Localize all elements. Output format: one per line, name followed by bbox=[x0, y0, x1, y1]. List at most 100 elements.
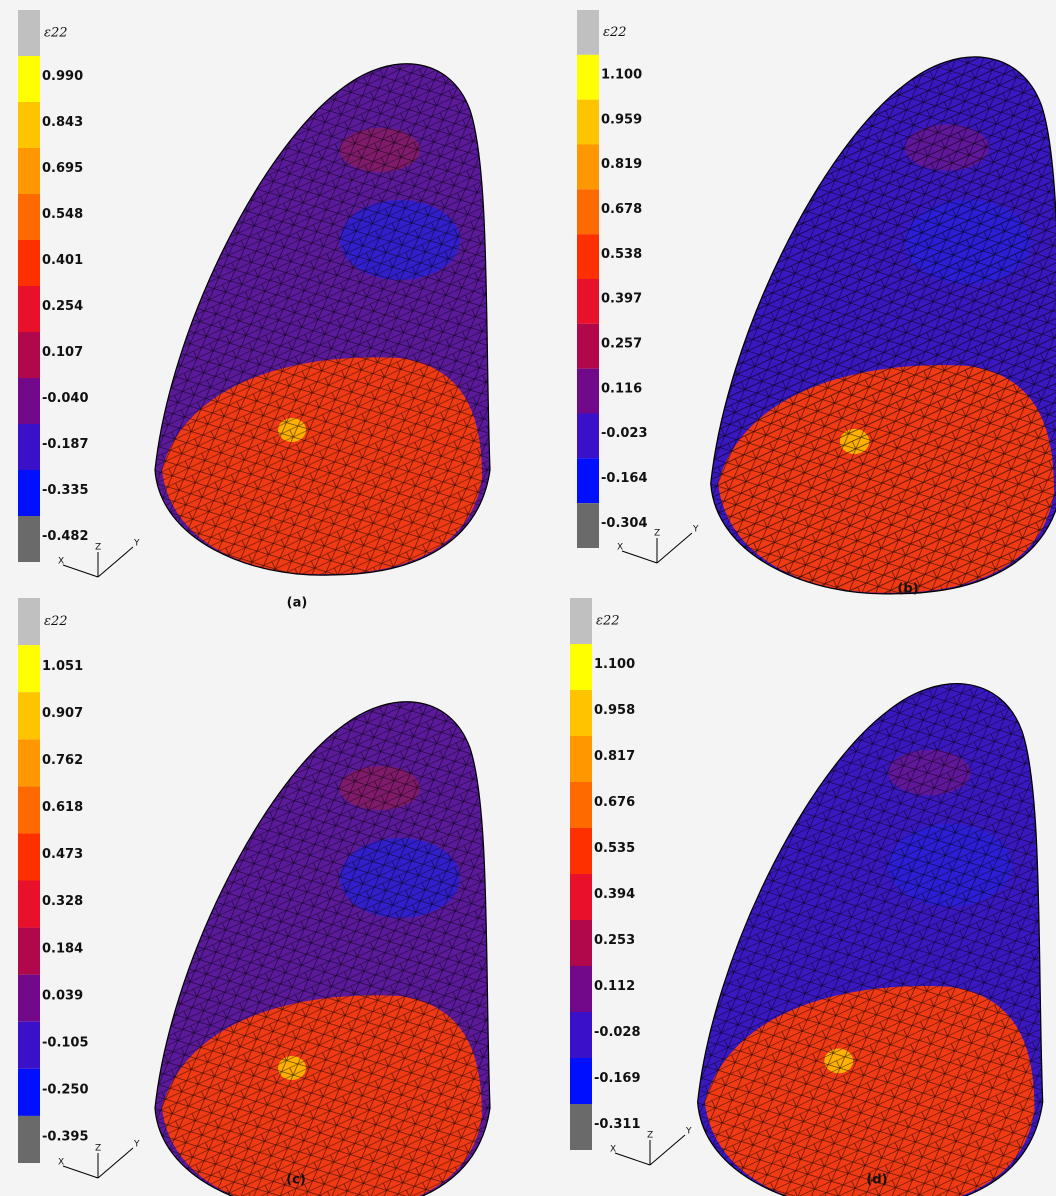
legend-title: ε22 bbox=[44, 614, 68, 629]
legend-label: 0.257 bbox=[601, 337, 642, 352]
legend-label: 0.548 bbox=[42, 207, 83, 222]
legend-band bbox=[18, 739, 40, 787]
legend-label: 0.618 bbox=[42, 800, 83, 815]
legend-band bbox=[18, 240, 40, 286]
specimen bbox=[710, 56, 1056, 595]
legend-label: 0.401 bbox=[42, 253, 83, 268]
legend-band bbox=[18, 1021, 40, 1069]
legend-label: 0.039 bbox=[42, 988, 83, 1003]
caption: (b) bbox=[897, 582, 918, 597]
legend-title: ε22 bbox=[596, 614, 620, 629]
legend-band bbox=[577, 144, 599, 190]
legend-band bbox=[18, 927, 40, 975]
legend-label: 0.328 bbox=[42, 894, 83, 909]
legend-title: ε22 bbox=[603, 25, 627, 40]
legend-band bbox=[18, 974, 40, 1022]
mesh bbox=[710, 56, 1056, 595]
legend-band bbox=[18, 880, 40, 928]
legend-label: -0.311 bbox=[594, 1117, 641, 1132]
legend-band bbox=[577, 368, 599, 414]
triad-label: Z bbox=[654, 529, 660, 539]
triad-label: X bbox=[610, 1145, 616, 1155]
caption: (a) bbox=[287, 596, 308, 611]
legend-band bbox=[570, 736, 592, 782]
legend-label: -0.023 bbox=[601, 426, 648, 441]
triad-label: Z bbox=[95, 1144, 101, 1154]
legend-label: 1.100 bbox=[594, 657, 635, 672]
legend-label: 0.112 bbox=[594, 979, 635, 994]
legend-label: 0.535 bbox=[594, 841, 635, 856]
legend-label: -0.335 bbox=[42, 483, 89, 498]
legend-label: 0.473 bbox=[42, 847, 83, 862]
legend-cap bbox=[570, 1104, 592, 1150]
triad-label: Z bbox=[647, 1131, 653, 1141]
legend-band bbox=[577, 458, 599, 504]
legend-band bbox=[18, 148, 40, 194]
legend-band bbox=[577, 279, 599, 324]
legend-label: 0.819 bbox=[601, 157, 642, 172]
legend-label: -0.482 bbox=[42, 529, 89, 544]
specimen bbox=[697, 683, 1044, 1196]
legend-label: -0.164 bbox=[601, 471, 648, 486]
legend-band bbox=[570, 920, 592, 966]
legend-band bbox=[18, 833, 40, 881]
legend-label: -0.187 bbox=[42, 437, 89, 452]
legend-band bbox=[18, 424, 40, 470]
caption: (c) bbox=[286, 1173, 306, 1188]
triad-label: X bbox=[617, 543, 623, 553]
triad-label: X bbox=[58, 557, 64, 567]
legend-label: 0.695 bbox=[42, 161, 83, 176]
legend-band bbox=[18, 102, 40, 148]
axis-triad bbox=[621, 532, 693, 564]
legend-cap bbox=[18, 1115, 40, 1163]
legend-cap bbox=[577, 503, 599, 548]
legend-band bbox=[18, 692, 40, 740]
panel: ε22 1.051 0.907 0.762 0.618 0.473 0.328 0.184 0.… bbox=[18, 598, 491, 1196]
legend-band bbox=[577, 413, 599, 459]
legend-label: 0.254 bbox=[42, 299, 83, 314]
legend-band bbox=[18, 786, 40, 834]
legend-band bbox=[18, 332, 40, 378]
legend-label: 0.253 bbox=[594, 933, 635, 948]
legend-band bbox=[570, 644, 592, 690]
legend-band bbox=[18, 470, 40, 516]
legend-label: 0.817 bbox=[594, 749, 635, 764]
legend-label: -0.250 bbox=[42, 1083, 89, 1098]
legend-label: 0.843 bbox=[42, 115, 83, 130]
legend-label: 0.959 bbox=[601, 112, 642, 127]
legend-band bbox=[570, 690, 592, 736]
legend-title: ε22 bbox=[44, 26, 68, 41]
legend-band bbox=[570, 1012, 592, 1058]
legend-band bbox=[577, 323, 599, 369]
legend-band bbox=[577, 189, 599, 235]
mesh bbox=[154, 63, 491, 576]
caption: (d) bbox=[866, 1173, 887, 1188]
legend-label: -0.395 bbox=[42, 1130, 89, 1145]
triad-label: Y bbox=[692, 525, 699, 535]
mesh bbox=[697, 683, 1044, 1196]
triad-label: X bbox=[58, 1158, 64, 1168]
legend-label: 0.678 bbox=[601, 202, 642, 217]
axis-triad bbox=[62, 1147, 134, 1179]
specimen bbox=[154, 701, 491, 1196]
legend-cap bbox=[18, 10, 40, 56]
legend-band bbox=[18, 378, 40, 424]
legend-label: -0.040 bbox=[42, 391, 89, 406]
legend-label: -0.304 bbox=[601, 516, 648, 531]
legend-band bbox=[570, 828, 592, 874]
legend-band bbox=[570, 782, 592, 828]
specimen bbox=[154, 63, 491, 576]
panel: ε22 0.990 0.843 0.695 0.548 0.401 0.254 0.107 -0… bbox=[18, 10, 491, 611]
legend-band bbox=[18, 194, 40, 240]
legend-band bbox=[577, 54, 599, 100]
legend-band bbox=[18, 56, 40, 102]
legend-label: 1.100 bbox=[601, 68, 642, 83]
triad-label: Z bbox=[95, 543, 101, 553]
legend-cap bbox=[570, 598, 592, 644]
legend-cap bbox=[18, 598, 40, 646]
legend-cap bbox=[577, 10, 599, 55]
legend-band bbox=[18, 645, 40, 693]
triad-label: Y bbox=[133, 539, 140, 549]
axis-triad bbox=[62, 546, 134, 578]
